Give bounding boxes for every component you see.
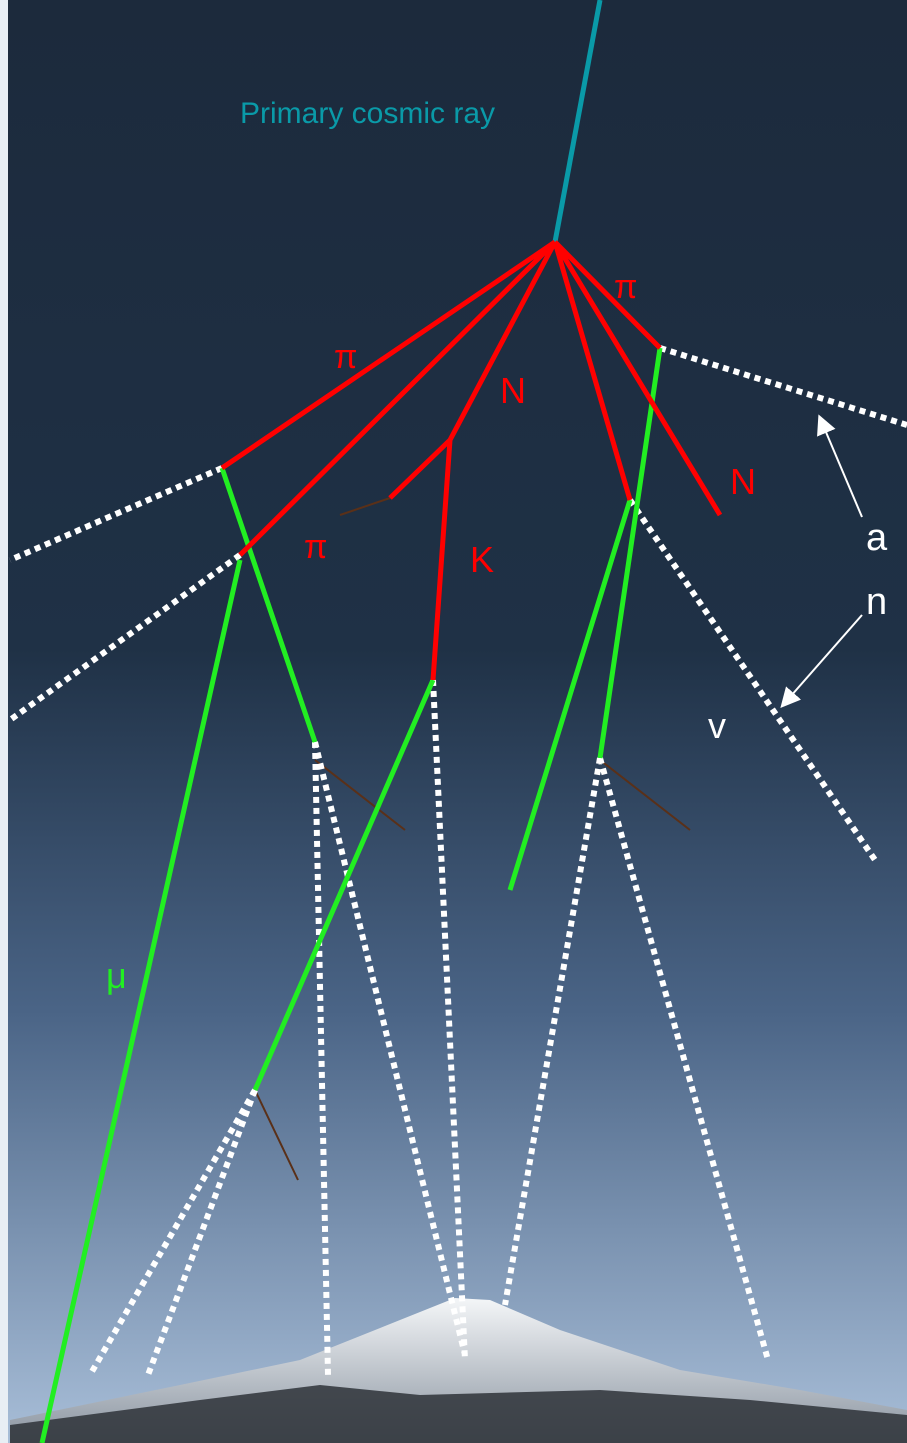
label: π [304, 528, 327, 566]
label: n [866, 581, 887, 623]
label: a [866, 517, 888, 559]
diagram: Primary cosmic ray π N π K π N a n v μ [0, 0, 907, 1443]
label: N [730, 461, 756, 502]
label: π [614, 268, 637, 306]
sky-background [0, 0, 907, 1443]
label: μ [106, 955, 127, 996]
label: Primary cosmic ray [240, 97, 495, 130]
label: K [470, 539, 494, 580]
left-border [0, 0, 8, 1443]
label: π [334, 338, 357, 376]
label: v [708, 705, 726, 746]
label: N [500, 370, 526, 411]
